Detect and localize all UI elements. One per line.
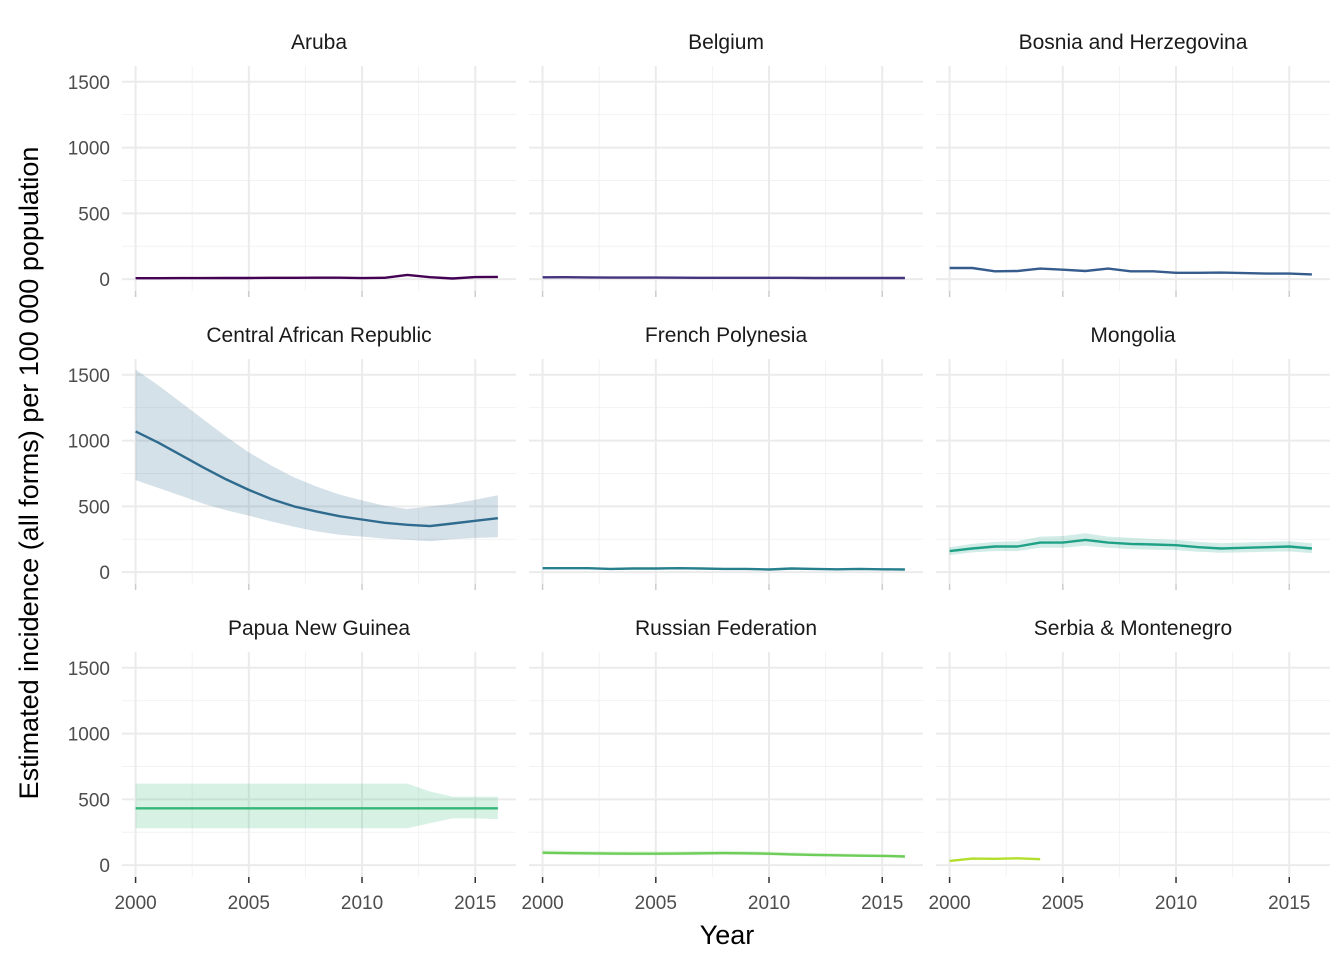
facet-title: Papua New Guinea <box>228 617 410 640</box>
y-axis-title: Estimated incidence (all forms) per 100 … <box>14 147 44 800</box>
x-tick-label: 2015 <box>861 893 903 914</box>
facet-title: Mongolia <box>1090 324 1176 347</box>
y-tick-label: 1500 <box>68 73 110 94</box>
y-tick-label: 1500 <box>68 366 110 387</box>
confidence-ribbon <box>135 369 498 542</box>
facet-panel: Aruba 0 500 1000 1500 <box>68 31 516 297</box>
series-line <box>949 857 1041 863</box>
series-line <box>949 266 1312 276</box>
y-tick-label: 1000 <box>68 432 110 453</box>
y-tick-label: 1000 <box>68 139 110 160</box>
x-tick-label: 2010 <box>341 893 383 914</box>
facet-panel: French Polynesia <box>529 324 923 590</box>
series-line <box>542 276 905 280</box>
series-line <box>542 567 905 571</box>
facet-panels: Aruba 0 500 1000 1500 Belgium Bosnia and Herze… <box>68 31 1330 914</box>
facet-panel: Russian Federation 2000 2005 2010 2015 <box>521 617 923 914</box>
y-tick-label: 0 <box>99 563 110 584</box>
facet-panel: Bosnia and Herzegovina <box>936 31 1330 297</box>
facet-panel: Mongolia <box>936 324 1330 590</box>
y-tick-label: 500 <box>78 497 110 518</box>
series-line <box>949 538 1313 553</box>
x-tick-label: 2000 <box>114 893 156 914</box>
facet-title: Serbia & Montenegro <box>1034 617 1232 640</box>
x-tick-label: 2015 <box>454 893 496 914</box>
y-tick-label: 0 <box>99 856 110 877</box>
y-tick-label: 1000 <box>68 725 110 746</box>
x-tick-label: 2015 <box>1268 893 1310 914</box>
y-tick-label: 0 <box>99 270 110 291</box>
y-tick-label: 500 <box>78 204 110 225</box>
facet-title: Aruba <box>291 31 347 54</box>
y-tick-label: 1500 <box>68 659 110 680</box>
y-tick-label: 500 <box>78 790 110 811</box>
x-tick-label: 2010 <box>748 893 790 914</box>
x-tick-label: 2005 <box>1042 893 1084 914</box>
x-tick-label: 2000 <box>928 893 970 914</box>
confidence-ribbon <box>135 783 498 829</box>
facet-title: French Polynesia <box>645 324 808 347</box>
facet-panel: Serbia & Montenegro 2000 2005 2010 2015 <box>928 617 1330 914</box>
facet-title: Russian Federation <box>635 617 817 640</box>
series-line <box>135 273 498 280</box>
x-tick-label: 2005 <box>635 893 677 914</box>
x-tick-label: 2000 <box>521 893 563 914</box>
x-tick-label: 2005 <box>228 893 270 914</box>
series-line <box>542 851 905 858</box>
facet-title: Bosnia and Herzegovina <box>1019 31 1248 54</box>
facet-panel: Central African Republic 0 500 1000 1500 <box>68 324 516 590</box>
facet-panel: Belgium <box>529 31 923 297</box>
series-line <box>135 430 499 528</box>
x-axis-title: Year <box>700 920 755 950</box>
facet-title: Belgium <box>688 31 764 54</box>
facet-title: Central African Republic <box>206 324 431 347</box>
facet-panel: Papua New Guinea 0 500 1000 1500 2000 2005 2010… <box>68 617 516 914</box>
x-tick-label: 2010 <box>1155 893 1197 914</box>
